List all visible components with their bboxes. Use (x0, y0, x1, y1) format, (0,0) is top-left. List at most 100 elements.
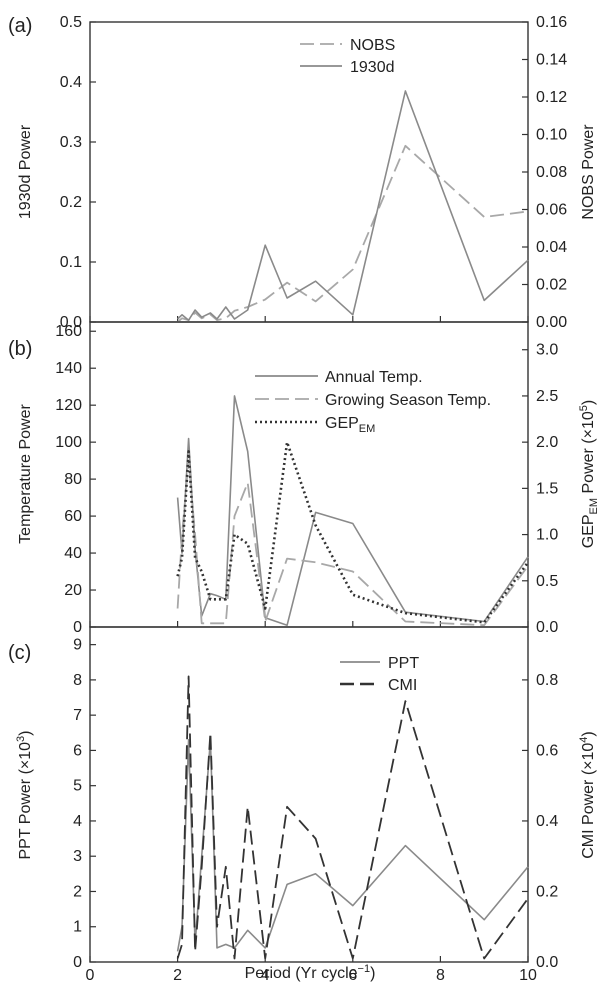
left-tick-label: 0.2 (60, 194, 82, 211)
panel-a-legend: NOBS 1930d (300, 37, 395, 76)
series-line-1930d (177, 90, 529, 322)
left-tick-label: 6 (73, 742, 82, 759)
panel-b-frame (89, 321, 529, 628)
panel-b-left-ticks: 0 20 40 60 80 100 120 140 160 (55, 323, 96, 636)
panel-c-right-ticks: 0.0 0.2 0.4 0.6 0.8 (522, 672, 558, 971)
panel-c-label: (c) (8, 642, 31, 664)
left-tick-label: 0.0 (60, 314, 82, 331)
left-tick-label: 0.3 (60, 134, 82, 151)
left-tick-label: 160 (55, 323, 82, 340)
left-tick-label: 20 (64, 582, 82, 599)
legend-gep-main: GEP (325, 415, 359, 432)
panel-c-right-label-main: CMI Power (×10 (580, 743, 597, 859)
right-tick-label: 0.02 (536, 277, 567, 294)
legend-text-growing-season-temp: Growing Season Temp. (325, 392, 491, 409)
left-tick-label: 60 (64, 508, 82, 525)
panel-c: (c) 0 1 2 3 4 5 6 7 8 9 0.0 0.2 0.4 0.6 0.8 0 2 4 6 8 10 P… (8, 626, 597, 983)
panel-b: (b) 0 20 40 60 80 100 120 140 160 0.0 0.5 1.0 1.5 2.… (8, 321, 600, 636)
panel-b-left-axis-label: Temperature Power (17, 404, 34, 544)
legend-text-1930d: 1930d (350, 59, 395, 76)
right-tick-label: 0.6 (536, 742, 558, 759)
panel-a-left-ticks: 0.0 0.1 0.2 0.3 0.4 0.5 (60, 14, 96, 331)
right-tick-label: 0.06 (536, 202, 567, 219)
panel-b-right-ticks: 0.0 0.5 1.0 1.5 2.0 2.5 3.0 (522, 342, 558, 636)
right-tick-label: 0.4 (536, 813, 558, 830)
right-tick-label: 2.0 (536, 434, 558, 451)
series-line-gep (176, 440, 530, 624)
x-tick-label: 8 (436, 967, 445, 983)
panel-b-label: (b) (8, 338, 32, 360)
left-tick-label: 0 (73, 619, 82, 636)
right-tick-label: 0.8 (536, 672, 558, 689)
left-tick-label: 4 (73, 813, 82, 830)
left-tick-label: 100 (55, 434, 82, 451)
panel-b-right-label-close: ) (580, 400, 597, 405)
right-tick-label: 0.14 (536, 52, 567, 69)
panel-b-right-label-rest: Power (×10 (580, 411, 597, 498)
x-axis-label-close: ) (370, 965, 375, 982)
left-tick-label: 3 (73, 848, 82, 865)
panel-b-right-label-sup: 5 (578, 405, 590, 411)
left-tick-label: 0.1 (60, 254, 82, 271)
panel-a-right-axis-label: NOBS Power (580, 124, 597, 220)
right-tick-label: 0.08 (536, 164, 567, 181)
series-line-growing-season-temp (176, 459, 529, 627)
x-axis-label: Period (Yr cycle−1) (245, 963, 376, 982)
left-tick-label: 2 (73, 883, 82, 900)
panel-c-right-label-close: ) (580, 731, 597, 736)
panel-c-x-ticks: 0 2 4 6 8 10 (86, 956, 537, 983)
panel-c-series (176, 675, 529, 960)
right-tick-label: 2.5 (536, 388, 558, 405)
x-tick-label: 6 (348, 967, 357, 983)
panel-c-legend: PPT CMI (340, 655, 419, 694)
legend-text-nobs: NOBS (350, 37, 395, 54)
left-tick-label: 140 (55, 360, 82, 377)
left-tick-label: 40 (64, 545, 82, 562)
panel-c-left-label-close: ) (17, 731, 34, 736)
left-tick-label: 7 (73, 707, 82, 724)
left-tick-label: 8 (73, 672, 82, 689)
panel-b-right-axis-label: GEPEM Power (×105) (578, 400, 600, 548)
series-line-cmi (176, 675, 529, 960)
panel-a-x-ticks (89, 316, 529, 322)
panel-c-frame (89, 626, 529, 963)
series-line-nobs (177, 144, 529, 323)
left-tick-label: 5 (73, 778, 82, 795)
panel-a-right-ticks: 0.00 0.02 0.04 0.06 0.08 0.10 0.12 0.14 0.16 (522, 14, 567, 331)
left-tick-label: 80 (64, 471, 82, 488)
panel-a-frame (89, 21, 529, 323)
panel-c-left-label-main: PPT Power (×10 (17, 742, 34, 860)
legend-text-gep-em: GEPEM (325, 415, 375, 435)
right-tick-label: 3.0 (536, 342, 558, 359)
left-tick-label: 0.5 (60, 14, 82, 31)
panel-c-right-axis-label: CMI Power (×104) (578, 731, 597, 859)
right-tick-label: 1.5 (536, 480, 558, 497)
legend-text-ppt: PPT (388, 655, 419, 672)
right-tick-label: 0.10 (536, 127, 567, 144)
x-axis-label-main: Period (Yr cycle (245, 965, 358, 982)
panel-a-left-axis-label: 1930d Power (17, 124, 34, 219)
panel-c-left-axis-label: PPT Power (×103) (15, 731, 34, 860)
panel-c-left-label-sup: 3 (15, 736, 27, 742)
left-tick-label: 120 (55, 397, 82, 414)
left-tick-label: 1 (73, 919, 82, 936)
x-tick-label: 4 (261, 967, 270, 983)
panel-b-legend: Annual Temp. Growing Season Temp. GEPEM (255, 369, 491, 435)
left-tick-label: 0 (73, 954, 82, 971)
panel-b-right-label-sub: EM (588, 498, 600, 515)
right-tick-label: 0.12 (536, 89, 567, 106)
x-tick-label: 0 (86, 967, 95, 983)
right-tick-label: 0.5 (536, 573, 558, 590)
legend-text-annual-temp: Annual Temp. (325, 369, 423, 386)
right-tick-label: 0.04 (536, 239, 567, 256)
right-tick-label: 0.0 (536, 619, 558, 636)
right-tick-label: 0.0 (536, 954, 558, 971)
panel-a: (a) 0.00.10.20.30.40.5 0.000.020.040.060… (8, 14, 597, 331)
panel-b-series (176, 395, 530, 627)
left-tick-label: 9 (73, 637, 82, 654)
panel-c-left-ticks: 0 1 2 3 4 5 6 7 8 9 (73, 637, 96, 971)
right-tick-label: 0.2 (536, 883, 558, 900)
panel-b-right-label-main: GEP (580, 514, 597, 548)
panel-a-label: (a) (8, 15, 32, 37)
